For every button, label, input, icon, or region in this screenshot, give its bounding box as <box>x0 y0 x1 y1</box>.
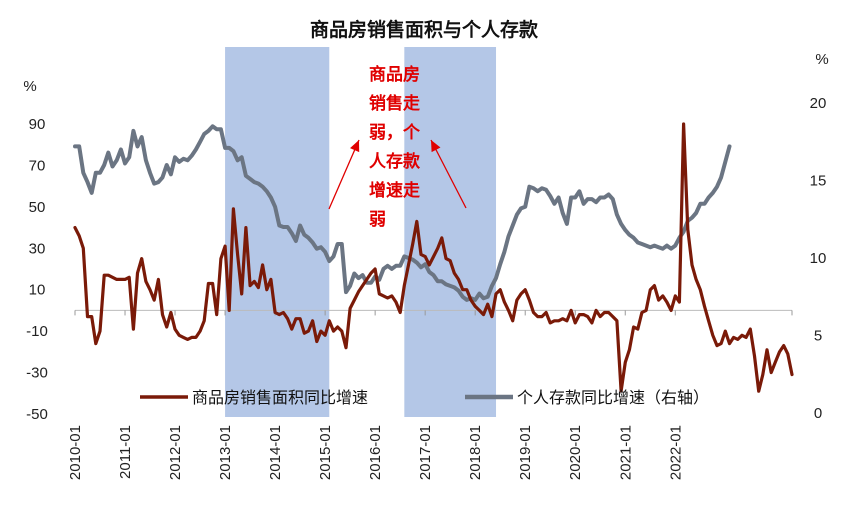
x-tick-label: 2015-01 <box>317 425 334 480</box>
left-tick-label: 10 <box>29 282 46 299</box>
left-tick-label: 70 <box>29 157 46 174</box>
series-line-personal-deposits <box>73 124 732 302</box>
legend-label: 商品房销售面积同比增速 <box>192 388 368 407</box>
annotation-arrow <box>430 139 467 209</box>
left-axis-unit: % <box>23 78 36 95</box>
left-tick-label: 90 <box>29 116 46 133</box>
x-tick-label: 2021-01 <box>617 425 634 480</box>
annotation-arrow <box>328 139 360 210</box>
left-tick-label: 50 <box>29 199 46 216</box>
annotation-line: 商品房 <box>369 64 420 85</box>
legend-label: 个人存款同比增速（右轴） <box>517 388 709 407</box>
x-tick-label: 2012-01 <box>167 425 184 480</box>
x-axis-tick-labels: 2010-01 2011-01 2012-01 2013-01 2014-01 2015-… <box>67 425 684 480</box>
x-tick-label: 2019-01 <box>517 425 534 480</box>
right-axis-unit: % <box>815 51 828 68</box>
annotation-line: 销售走 <box>369 93 420 114</box>
x-tick-label: 2018-01 <box>467 425 484 480</box>
x-tick-label: 2011-01 <box>117 425 134 479</box>
left-tick-label: -10 <box>26 323 48 340</box>
shaded-periods <box>225 47 497 417</box>
x-tick-label: 2020-01 <box>567 425 584 480</box>
x-tick-label: 2017-01 <box>417 425 434 480</box>
left-tick-label: -50 <box>26 406 48 423</box>
series-lines <box>73 122 794 393</box>
x-tick-label: 2013-01 <box>217 425 234 480</box>
x-tick-marks <box>74 310 793 316</box>
right-tick-label: 10 <box>810 250 827 267</box>
annotation-line: 增速走 <box>369 180 420 201</box>
legend: 商品房销售面积同比增速 个人存款同比增速（右轴） <box>140 388 709 407</box>
left-axis-tick-labels: 90 70 50 30 10 -10 -30 -50 <box>26 116 48 423</box>
left-tick-label: 30 <box>29 240 46 257</box>
right-tick-label: 20 <box>810 95 827 112</box>
annotation-line: 弱 <box>369 210 386 230</box>
chart-title: 商品房销售面积与个人存款 <box>310 18 539 41</box>
shaded-period-1 <box>225 47 330 417</box>
left-tick-label: -30 <box>26 365 48 382</box>
series-line-housing-sales <box>73 122 794 393</box>
x-tick-label: 2014-01 <box>267 425 284 480</box>
right-tick-label: 5 <box>814 328 822 345</box>
annotation-line: 弱，个 <box>369 122 421 143</box>
right-axis-tick-labels: 20 15 10 5 0 <box>810 95 827 422</box>
annotation-arrowhead <box>350 140 360 153</box>
annotation-arrowhead <box>431 140 441 153</box>
x-tick-label: 2022-01 <box>667 425 684 480</box>
annotation-line: 人存款 <box>369 151 421 172</box>
right-tick-label: 15 <box>810 173 827 190</box>
x-tick-label: 2016-01 <box>367 425 384 480</box>
x-tick-label: 2010-01 <box>67 425 84 480</box>
right-tick-label: 0 <box>814 405 822 422</box>
